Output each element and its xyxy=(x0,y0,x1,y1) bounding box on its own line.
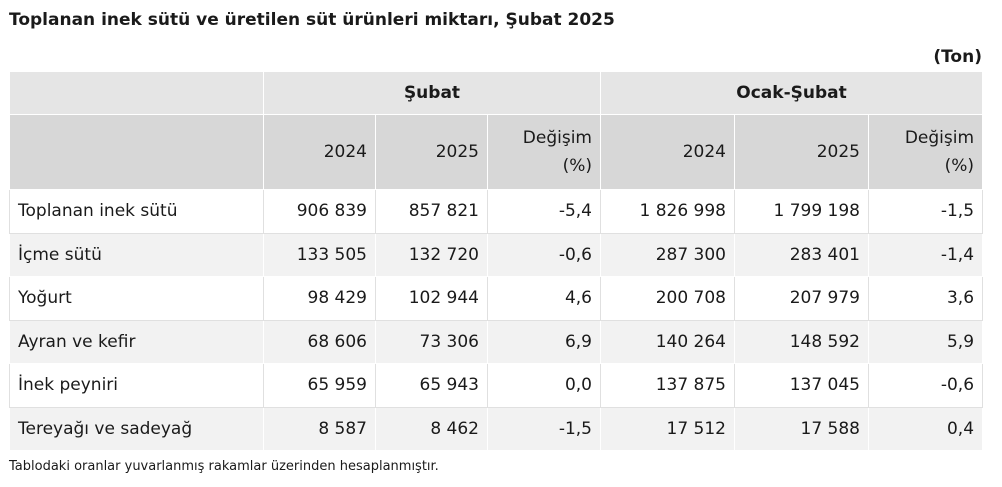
table-cell: -0,6 xyxy=(487,232,601,277)
table-cell: 4,6 xyxy=(487,276,601,321)
table-cell: 65 943 xyxy=(375,363,488,408)
table-row: Yoğurt 98 429 102 944 4,6 200 708 207 979 3,6 xyxy=(9,276,984,321)
table-cell: -1,5 xyxy=(867,189,984,234)
table-cell: 6,9 xyxy=(487,319,601,364)
table-cell: 1 826 998 xyxy=(600,189,735,234)
corner-cell-sub xyxy=(9,114,264,190)
table-cell: 287 300 xyxy=(600,232,735,277)
table-cell: 857 821 xyxy=(375,189,488,234)
table-cell: 906 839 xyxy=(263,189,376,234)
sub-header: Değişim (%) xyxy=(487,114,601,190)
table-cell: 207 979 xyxy=(734,276,869,321)
table-cell: 65 959 xyxy=(263,363,376,408)
sub-header: 2024 xyxy=(263,114,376,190)
table-cell: 132 720 xyxy=(375,232,488,277)
table-cell: 137 875 xyxy=(600,363,735,408)
row-label: İçme sütü xyxy=(9,232,264,277)
table-cell: -5,4 xyxy=(487,189,601,234)
unit-label: (Ton) xyxy=(933,47,982,67)
row-label: Ayran ve kefir xyxy=(9,319,264,364)
corner-cell xyxy=(9,71,264,115)
table-row: Toplanan inek sütü 906 839 857 821 -5,4 1 82… xyxy=(9,189,984,234)
table-cell: 8 462 xyxy=(375,406,488,451)
table-cell: 3,6 xyxy=(867,276,984,321)
table-cell: -1,4 xyxy=(867,232,984,277)
table-cell: 5,9 xyxy=(867,319,984,364)
group-header-ocak-subat: Ocak-Şubat xyxy=(599,71,984,115)
table-cell: -1,5 xyxy=(487,406,601,451)
table-cell: 1 799 198 xyxy=(734,189,869,234)
table-row: İnek peyniri 65 959 65 943 0,0 137 875 137 04… xyxy=(9,363,984,408)
sub-header-row: 2024 2025 Değişim (%) 2024 2025 Değişim (%… xyxy=(9,114,984,190)
row-label: İnek peyniri xyxy=(9,363,264,408)
table-body: Toplanan inek sütü 906 839 857 821 -5,4 1 82… xyxy=(9,189,984,451)
group-header-row: Şubat Ocak-Şubat xyxy=(9,71,984,115)
table-cell: 200 708 xyxy=(600,276,735,321)
table-cell: 98 429 xyxy=(263,276,376,321)
table-cell: 140 264 xyxy=(600,319,735,364)
data-table: Şubat Ocak-Şubat 2024 2025 Değişim (%) 20… xyxy=(9,71,984,451)
row-label: Yoğurt xyxy=(9,276,264,321)
table-row: İçme sütü 133 505 132 720 -0,6 287 300 283 40… xyxy=(9,232,984,277)
group-header-subat: Şubat xyxy=(263,71,601,115)
table-cell: 102 944 xyxy=(375,276,488,321)
table-cell: 283 401 xyxy=(734,232,869,277)
footnote: Tablodaki oranlar yuvarlanmış rakamlar ü… xyxy=(9,459,439,474)
table-row: Tereyağı ve sadeyağ 8 587 8 462 -1,5 17 512 1… xyxy=(9,406,984,451)
table-cell: 8 587 xyxy=(263,406,376,451)
table-cell: -0,6 xyxy=(867,363,984,408)
sub-header: 2025 xyxy=(375,114,488,190)
page-title: Toplanan inek sütü ve üretilen süt ürünl… xyxy=(9,10,615,30)
table-cell: 17 588 xyxy=(734,406,869,451)
sub-header: Değişim (%) xyxy=(867,114,984,190)
table-cell: 73 306 xyxy=(375,319,488,364)
table-row: Ayran ve kefir 68 606 73 306 6,9 140 264 148 … xyxy=(9,319,984,364)
sub-header: 2024 xyxy=(600,114,735,190)
table-cell: 148 592 xyxy=(734,319,869,364)
table-cell: 0,0 xyxy=(487,363,601,408)
table-cell: 137 045 xyxy=(734,363,869,408)
row-label: Toplanan inek sütü xyxy=(9,189,264,234)
sub-header: 2025 xyxy=(734,114,869,190)
table-cell: 17 512 xyxy=(600,406,735,451)
table-cell: 133 505 xyxy=(263,232,376,277)
table-cell: 0,4 xyxy=(867,406,984,451)
table-cell: 68 606 xyxy=(263,319,376,364)
row-label: Tereyağı ve sadeyağ xyxy=(9,406,264,451)
